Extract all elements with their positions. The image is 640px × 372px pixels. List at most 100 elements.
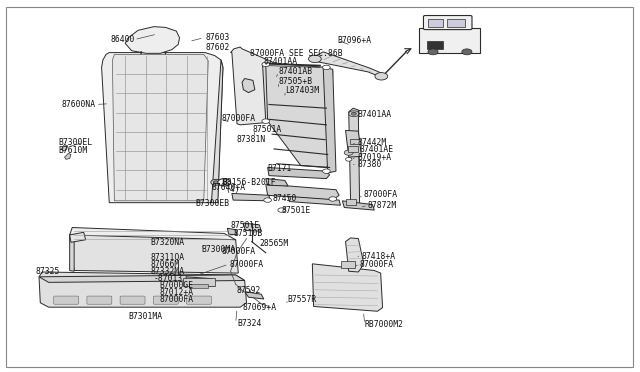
Text: 87418+A: 87418+A (362, 251, 396, 260)
Polygon shape (323, 67, 336, 173)
Polygon shape (186, 277, 214, 286)
Circle shape (349, 111, 359, 117)
FancyBboxPatch shape (424, 16, 472, 30)
Circle shape (218, 179, 230, 186)
Circle shape (323, 65, 330, 70)
FancyBboxPatch shape (154, 296, 178, 304)
Polygon shape (70, 228, 236, 246)
Text: B7171: B7171 (268, 164, 292, 173)
Circle shape (351, 112, 356, 115)
Text: RB7000M2: RB7000M2 (365, 321, 404, 330)
Bar (428, 19, 444, 28)
Circle shape (428, 49, 438, 55)
Text: B7300EL: B7300EL (58, 138, 92, 147)
Text: 08156-B201F: 08156-B201F (222, 178, 276, 187)
Polygon shape (70, 232, 86, 242)
Polygon shape (266, 63, 333, 167)
Text: (4): (4) (225, 185, 240, 194)
Circle shape (329, 197, 337, 201)
Text: 87380: 87380 (357, 160, 381, 169)
Circle shape (262, 62, 269, 67)
Polygon shape (61, 144, 68, 151)
Polygon shape (230, 47, 275, 125)
Text: 87592: 87592 (237, 286, 261, 295)
Text: B7300MA: B7300MA (202, 245, 236, 254)
Polygon shape (262, 63, 270, 121)
Text: 87000FA: 87000FA (221, 247, 255, 256)
Text: 87000FA: 87000FA (221, 114, 255, 123)
Text: 86400: 86400 (111, 35, 135, 44)
Polygon shape (39, 275, 244, 282)
Polygon shape (288, 196, 340, 205)
Text: B7301MA: B7301MA (129, 312, 163, 321)
Text: 87000FA: 87000FA (364, 190, 397, 199)
Text: B7320NA: B7320NA (151, 238, 185, 247)
Text: 87311QA: 87311QA (151, 253, 185, 262)
Bar (348, 146, 358, 152)
Circle shape (346, 157, 352, 161)
Text: 87603: 87603 (205, 33, 229, 42)
Bar (341, 261, 355, 268)
Text: B7000GE: B7000GE (159, 281, 193, 290)
Circle shape (278, 208, 285, 212)
Text: 87066M: 87066M (151, 260, 180, 269)
FancyBboxPatch shape (54, 296, 79, 304)
Polygon shape (232, 193, 270, 201)
Text: 87325: 87325 (36, 267, 60, 276)
Text: 87450: 87450 (272, 194, 296, 203)
Circle shape (264, 198, 271, 202)
FancyBboxPatch shape (120, 296, 145, 304)
Text: 87600NA: 87600NA (61, 100, 95, 109)
Bar (350, 138, 360, 144)
Circle shape (375, 73, 388, 80)
Text: 87012+A: 87012+A (159, 288, 193, 297)
Text: B7324: B7324 (237, 320, 261, 328)
Polygon shape (70, 235, 238, 273)
Polygon shape (70, 235, 74, 271)
Polygon shape (266, 184, 339, 200)
Text: 87401AA: 87401AA (264, 57, 298, 66)
Text: 87602: 87602 (205, 43, 229, 52)
Text: 87332MA: 87332MA (151, 267, 185, 276)
Bar (189, 284, 208, 288)
Text: 8750lE: 8750lE (230, 221, 260, 230)
Text: 28565M: 28565M (259, 239, 289, 248)
Polygon shape (243, 223, 261, 231)
Polygon shape (102, 52, 223, 203)
Polygon shape (227, 228, 237, 235)
Text: 87872M: 87872M (368, 201, 397, 210)
Polygon shape (312, 52, 384, 78)
Polygon shape (342, 201, 374, 210)
Polygon shape (349, 108, 360, 208)
Text: 87000FA SEE SEC.86B: 87000FA SEE SEC.86B (250, 49, 342, 58)
Circle shape (308, 55, 321, 62)
Text: 87442M: 87442M (357, 138, 387, 147)
Polygon shape (346, 131, 362, 157)
Text: B7557R: B7557R (287, 295, 317, 304)
Text: 87000FA: 87000FA (229, 260, 264, 269)
Text: 87401AB: 87401AB (278, 67, 312, 76)
Polygon shape (268, 167, 330, 179)
Polygon shape (312, 264, 383, 311)
Circle shape (262, 119, 269, 124)
Polygon shape (125, 27, 179, 53)
Text: 87019+A: 87019+A (357, 153, 391, 161)
Text: 87069+A: 87069+A (242, 303, 276, 312)
Bar (182, 278, 214, 286)
Circle shape (213, 181, 218, 184)
Bar (447, 19, 465, 28)
Circle shape (462, 49, 472, 55)
Text: 87640+A: 87640+A (211, 183, 246, 192)
Text: -87013: -87013 (154, 274, 183, 283)
Polygon shape (39, 272, 246, 307)
Polygon shape (113, 54, 208, 201)
Bar (346, 199, 356, 205)
Text: B7300EB: B7300EB (195, 199, 230, 208)
Polygon shape (244, 292, 264, 299)
FancyBboxPatch shape (87, 296, 112, 304)
Circle shape (211, 179, 221, 185)
Text: B7610M: B7610M (58, 146, 88, 155)
Text: 87505+B: 87505+B (278, 77, 312, 86)
Text: 87501E: 87501E (282, 206, 311, 215)
Polygon shape (266, 179, 288, 186)
